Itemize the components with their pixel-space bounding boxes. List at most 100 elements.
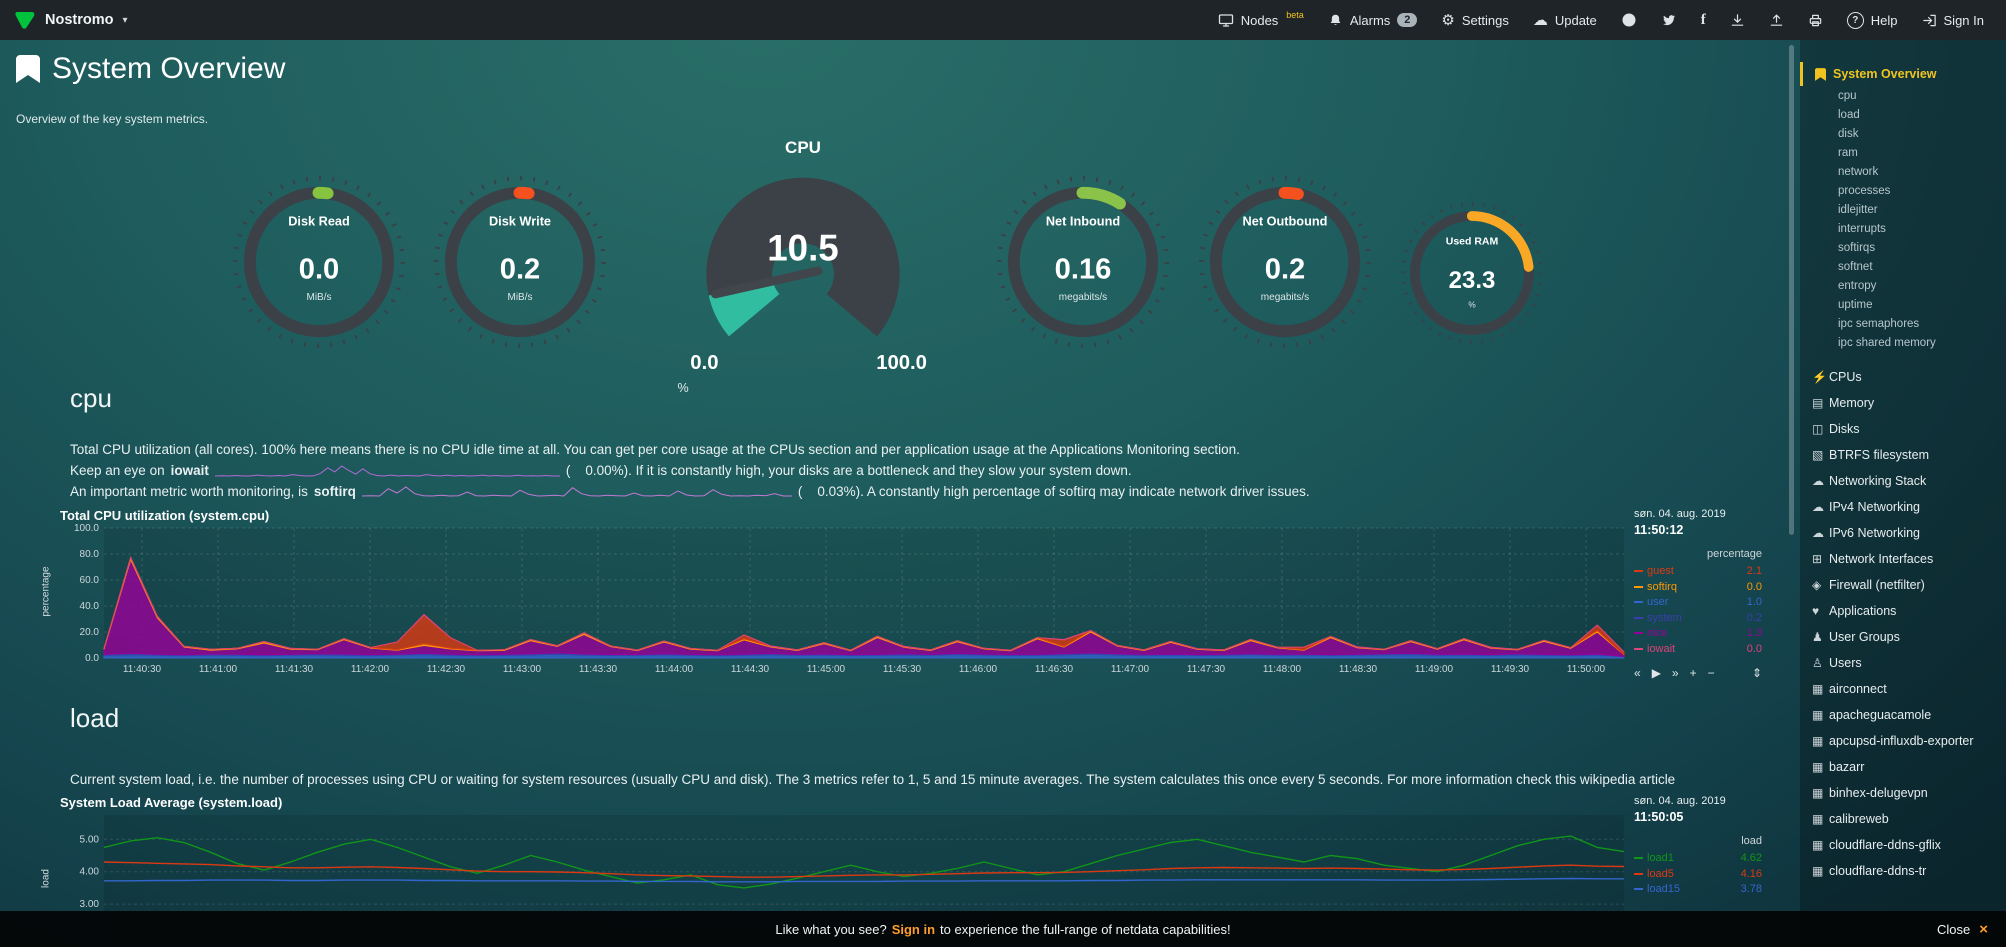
monitor-icon xyxy=(1218,13,1233,27)
sidebar-item-cloudflare-ddns-tr[interactable]: ▦ cloudflare-ddns-tr xyxy=(1800,858,2006,884)
softirq-sparkline-chart[interactable] xyxy=(361,484,792,499)
legend-row[interactable]: softirq 0.0 xyxy=(1634,581,1762,593)
signin-link[interactable]: Sign in xyxy=(891,921,936,937)
legend-row[interactable]: system 0.2 xyxy=(1634,612,1762,624)
sidebar-menu: System Overview cpu load disk ram networ… xyxy=(1800,40,2006,947)
export-button[interactable] xyxy=(1769,13,1784,28)
sidebar-item-firewall[interactable]: ◈ Firewall (netfilter) xyxy=(1800,572,2006,598)
sidebar-item-network[interactable]: network xyxy=(1838,165,1879,178)
sidebar-item-disk[interactable]: disk xyxy=(1838,127,1859,140)
sidebar-item-processes[interactable]: processes xyxy=(1838,184,1891,197)
sidebar-item-label: airconnect xyxy=(1829,682,1887,696)
sidebar-item-ipv4-networking[interactable]: ☁ IPv4 Networking xyxy=(1800,494,2006,520)
settings-button[interactable]: ⚙ Settings xyxy=(1441,13,1508,28)
sidebar-item-apcupsd-influxdb-exporter[interactable]: ▦ apcupsd-influxdb-exporter xyxy=(1800,728,2006,754)
sidebar-item-softirqs[interactable]: softirqs xyxy=(1838,241,1876,254)
sidebar-item-ram[interactable]: ram xyxy=(1838,146,1858,159)
grid-icon: ▦ xyxy=(1812,760,1824,774)
sidebar-item-memory[interactable]: ▤ Memory xyxy=(1800,390,2006,416)
heartbeat-icon: ♥ xyxy=(1812,604,1820,618)
signin-button[interactable]: Sign In xyxy=(1922,13,1984,28)
help-icon: ? xyxy=(1846,11,1864,29)
sidebar-item-cloudflare-ddns-gflix[interactable]: ▦ cloudflare-ddns-gflix xyxy=(1800,832,2006,858)
sidebar-item-interrupts[interactable]: interrupts xyxy=(1838,222,1886,235)
gauge-unit: MiB/s xyxy=(307,292,332,303)
twitter-button[interactable] xyxy=(1661,13,1677,27)
print-button[interactable] xyxy=(1808,13,1823,28)
sidebar-item-label: Firewall (netfilter) xyxy=(1829,578,1925,592)
sidebar-item-bazarr[interactable]: ▦ bazarr xyxy=(1800,754,2006,780)
gauge-net-inbound[interactable]: Net Inbound 0.16 megabits/s xyxy=(992,171,1174,353)
gauge-net-outbound[interactable]: Net Outbound 0.2 megabits/s xyxy=(1194,171,1376,353)
github-button[interactable] xyxy=(1621,12,1637,28)
gauge-value: 0.16 xyxy=(1055,253,1112,285)
scrollbar-thumb[interactable] xyxy=(1789,45,1794,535)
beta-tag: beta xyxy=(1286,10,1304,20)
legend-row[interactable]: iowait 0.0 xyxy=(1634,643,1762,655)
brand-menu[interactable]: Nostromo ▾ xyxy=(0,9,128,31)
svg-text:11:47:00: 11:47:00 xyxy=(1111,664,1150,675)
desc-text: Keep an eye on xyxy=(70,463,165,478)
legend-date: søn. 04. aug. 2019 xyxy=(1634,508,1726,520)
legend-row[interactable]: load5 4.16 xyxy=(1634,868,1762,880)
banner-close-button[interactable]: Close × xyxy=(1937,921,1988,938)
sidebar-item-system-overview[interactable]: System Overview xyxy=(1800,62,2006,86)
gauge-value-arc xyxy=(444,186,596,338)
sidebar-item-ipv6-networking[interactable]: ☁ IPv6 Networking xyxy=(1800,520,2006,546)
chevron-down-icon: ▾ xyxy=(122,14,128,26)
legend-row[interactable]: load1 4.62 xyxy=(1634,852,1762,864)
gauge-disk-write[interactable]: Disk Write 0.2 MiB/s xyxy=(429,171,611,353)
zoom-in-icon[interactable]: + xyxy=(1689,666,1697,680)
gauge-used-ram[interactable]: Used RAM 23.3 % xyxy=(1397,198,1547,348)
update-button[interactable]: ☁ Update xyxy=(1533,13,1597,28)
play-icon[interactable]: ▶ xyxy=(1651,666,1661,680)
sidebar-item-uptime[interactable]: uptime xyxy=(1838,298,1873,311)
sidebar-item-softnet[interactable]: softnet xyxy=(1838,260,1873,273)
sidebar-item-label: Networking Stack xyxy=(1829,474,1927,488)
svg-text:11:47:30: 11:47:30 xyxy=(1187,664,1226,675)
pan-backward-icon[interactable]: « xyxy=(1634,666,1641,680)
sidebar-item-network-interfaces[interactable]: ⊞ Network Interfaces xyxy=(1800,546,2006,572)
sidebar-item-binhex-delugevpn[interactable]: ▦ binhex-delugevpn xyxy=(1800,780,2006,806)
legend-row[interactable]: user 1.0 xyxy=(1634,596,1762,608)
sidebar-item-apacheguacamole[interactable]: ▦ apacheguacamole xyxy=(1800,702,2006,728)
legend-row[interactable]: load15 3.78 xyxy=(1634,883,1762,895)
sidebar-item-user-groups[interactable]: ♟ User Groups xyxy=(1800,624,2006,650)
facebook-button[interactable]: f xyxy=(1701,12,1706,28)
page-header: System Overview xyxy=(16,52,285,86)
sidebar-item-entropy[interactable]: entropy xyxy=(1838,279,1877,292)
legend-row[interactable]: guest 2.1 xyxy=(1634,565,1762,577)
sidebar-item-airconnect[interactable]: ▦ airconnect xyxy=(1800,676,2006,702)
legend-row[interactable]: nice 1.3 xyxy=(1634,627,1762,639)
cloud-icon: ☁ xyxy=(1812,526,1824,540)
sidebar-item-disks[interactable]: ◫ Disks xyxy=(1800,416,2006,442)
gauge-label: Used RAM xyxy=(1446,236,1499,248)
help-button[interactable]: ? Help xyxy=(1846,11,1898,29)
gauge-disk-read[interactable]: Disk Read 0.0 MiB/s xyxy=(228,171,410,353)
gauge-cpu[interactable]: CPU 10.5 0.0 100.0 % xyxy=(658,138,948,404)
gauge-label: Disk Read xyxy=(288,214,350,229)
sidebar-item-calibreweb[interactable]: ▦ calibreweb xyxy=(1800,806,2006,832)
resize-handle-icon[interactable]: ⇕ xyxy=(1751,666,1762,680)
zoom-out-icon[interactable]: − xyxy=(1707,666,1715,680)
sidebar-item-btrfs[interactable]: ▧ BTRFS filesystem xyxy=(1800,442,2006,468)
alarms-button[interactable]: Alarms 2 xyxy=(1328,13,1418,28)
import-button[interactable] xyxy=(1730,13,1745,28)
nodes-button[interactable]: Nodes beta xyxy=(1218,10,1304,28)
cpu-utilization-chart[interactable]: 0.0 20.0 40.0 60.0 80.0 100.0 11:40:30 11:41:00… xyxy=(60,524,1630,676)
sidebar-item-applications[interactable]: ♥ Applications xyxy=(1800,598,2006,624)
svg-text:11:41:00: 11:41:00 xyxy=(199,664,238,675)
sidebar-item-idlejitter[interactable]: idlejitter xyxy=(1838,203,1878,216)
cpu-gauge-max: 100.0 xyxy=(876,352,927,374)
sidebar-item-cpu[interactable]: cpu xyxy=(1838,89,1857,102)
iowait-sparkline-chart[interactable] xyxy=(214,463,560,478)
sidebar-item-ipc-shared-memory[interactable]: ipc shared memory xyxy=(1838,336,1936,349)
sidebar-item-load[interactable]: load xyxy=(1838,108,1860,121)
sidebar-item-label: IPv4 Networking xyxy=(1829,500,1921,514)
sidebar-item-networking-stack[interactable]: ☁ Networking Stack xyxy=(1800,468,2006,494)
pan-forward-icon[interactable]: » xyxy=(1671,666,1679,680)
sidebar-item-cpus[interactable]: ⚡ CPUs xyxy=(1800,364,2006,390)
bookmark-icon xyxy=(1815,67,1826,81)
sidebar-item-ipc-semaphores[interactable]: ipc semaphores xyxy=(1838,317,1920,330)
sidebar-item-users[interactable]: ♙ Users xyxy=(1800,650,2006,676)
